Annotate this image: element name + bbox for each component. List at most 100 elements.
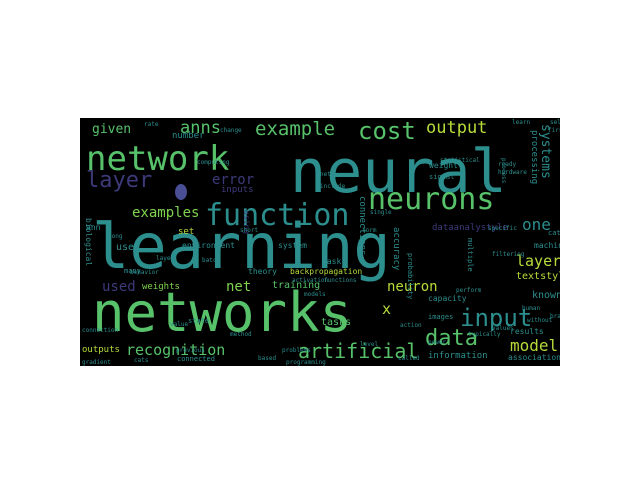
word: using — [242, 210, 251, 235]
word: output — [426, 118, 488, 138]
word: one — [522, 215, 551, 234]
word: accuracy — [391, 227, 401, 271]
word: function — [205, 198, 350, 233]
word: functions — [324, 277, 357, 284]
word: biological — [84, 218, 93, 267]
word: behavior — [130, 269, 159, 276]
word: long — [108, 233, 123, 240]
word: inputs — [221, 185, 254, 195]
word: backpropagation — [290, 267, 363, 276]
word: input — [460, 304, 533, 332]
word: computing — [197, 159, 230, 166]
word: learning — [92, 210, 391, 283]
word: self — [550, 119, 560, 126]
word: weight — [429, 161, 458, 170]
word: form — [362, 227, 377, 234]
word: perform — [456, 287, 482, 294]
word: tasks — [321, 317, 352, 328]
word: environment — [182, 241, 235, 250]
word: signal — [429, 173, 455, 181]
word: gradient — [82, 359, 111, 366]
word: net — [226, 279, 252, 295]
word: examples — [132, 205, 200, 221]
word: models — [304, 291, 326, 298]
word: change — [220, 127, 242, 134]
word: nets — [320, 171, 335, 178]
word: ready — [498, 161, 517, 168]
word: previous — [176, 347, 205, 354]
word: processing — [529, 130, 539, 185]
word: outputs — [82, 345, 120, 355]
word: short — [240, 227, 259, 234]
word: known — [532, 290, 560, 301]
word: include — [320, 183, 346, 190]
word: data — [425, 326, 478, 351]
word: cats — [134, 357, 149, 364]
word: rate — [144, 121, 159, 128]
word: human — [522, 305, 541, 312]
word: set — [178, 227, 195, 237]
word: specific — [488, 225, 517, 232]
word: used — [102, 279, 136, 295]
word: problems — [282, 347, 311, 354]
word: networks — [92, 281, 353, 344]
word: statistical — [440, 157, 480, 164]
word: multiple — [466, 238, 474, 272]
word: probability — [406, 253, 414, 300]
word: level — [360, 341, 379, 348]
word: called — [398, 355, 420, 362]
word: activation — [292, 277, 329, 284]
word: filtering — [492, 251, 525, 258]
word: x — [382, 300, 392, 318]
word: first — [548, 127, 560, 134]
word: training — [272, 280, 321, 291]
word: images — [428, 313, 454, 321]
word: state — [188, 317, 210, 325]
word-cloud-blob — [175, 184, 187, 200]
word: many — [124, 267, 141, 275]
word: method — [230, 331, 252, 338]
word: given — [92, 122, 132, 137]
word: network — [86, 139, 230, 179]
word: theory — [248, 267, 277, 276]
word: machine — [534, 241, 560, 250]
word: system — [278, 241, 307, 250]
word: results — [510, 327, 544, 336]
word: programming — [286, 359, 326, 366]
word: cat — [548, 229, 560, 237]
word: model — [510, 336, 559, 355]
word: action — [400, 322, 422, 329]
word-cloud-canvas: learning neural networks network functio… — [80, 118, 560, 366]
word: typically — [468, 331, 501, 338]
word: power — [428, 339, 447, 346]
word: number — [172, 131, 205, 141]
word: layer — [86, 168, 153, 193]
word: layers — [516, 252, 560, 270]
word: systems — [538, 124, 553, 179]
word: dataanalystyle — [432, 223, 508, 233]
word: based — [258, 355, 277, 362]
word: connected — [177, 355, 215, 363]
word: weights — [142, 282, 180, 292]
word: value — [170, 321, 189, 328]
word: single — [370, 209, 392, 216]
word: hardware — [498, 169, 527, 176]
word: batch — [202, 257, 221, 264]
word: process — [500, 158, 507, 184]
word: recognition — [126, 341, 226, 359]
word: information — [428, 351, 488, 361]
word: without — [527, 317, 553, 324]
word: layer — [156, 255, 175, 262]
word: neural — [290, 137, 507, 207]
word: anns — [180, 118, 221, 138]
word: ann — [86, 223, 101, 232]
word: values — [492, 325, 514, 332]
word: artificial — [298, 339, 419, 363]
word: associations — [508, 353, 560, 362]
word: connection — [82, 327, 119, 334]
word: cost — [358, 118, 416, 145]
word: brain — [550, 313, 560, 320]
word: example — [255, 118, 336, 140]
word: task — [322, 257, 342, 266]
word: error — [212, 172, 255, 188]
